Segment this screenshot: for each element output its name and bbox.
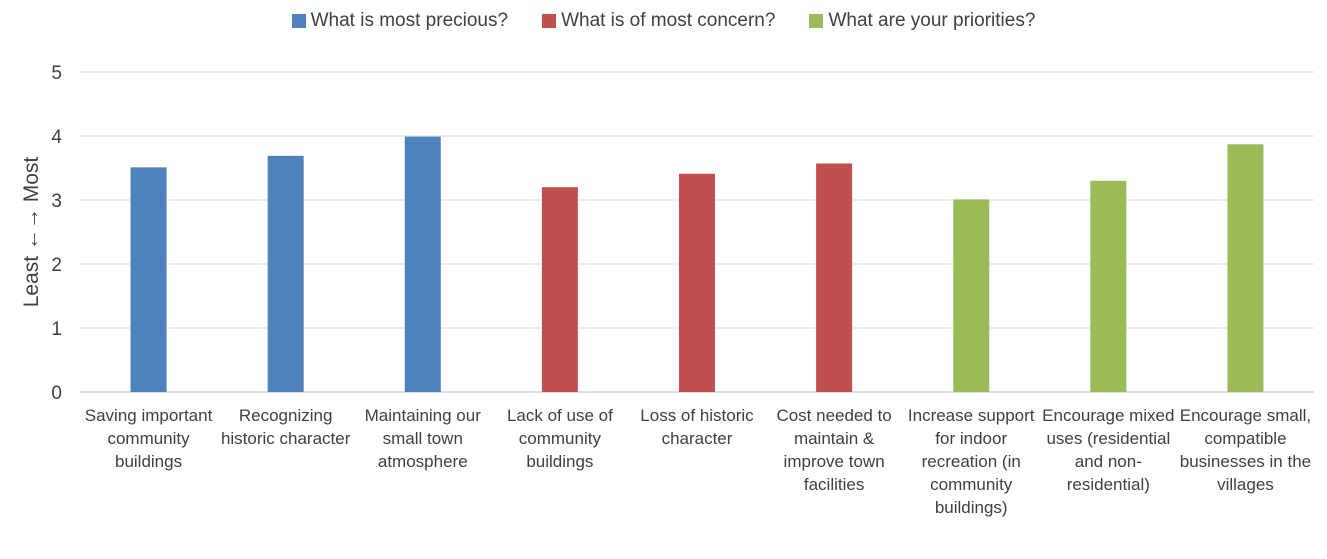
y-tick-label-1: 1 (51, 319, 62, 340)
legend-label-precious: What is most precious? (310, 10, 509, 31)
bars (130, 136, 1264, 392)
bar-5 (679, 173, 715, 392)
legend-item-concern: What is of most concern? (542, 10, 775, 32)
bar-8 (1090, 180, 1127, 392)
legend-item-precious: What is most precious? (291, 10, 509, 32)
y-tick-label-2: 2 (51, 255, 62, 276)
x-category-label-4: Lack of use of community buildings (506, 406, 613, 471)
x-category-label-7: Increase support for indoor recreation (… (907, 406, 1035, 517)
x-category-label-2: Recognizing historic character (220, 406, 351, 448)
legend-item-priorities: What are your priorities? (809, 10, 1035, 32)
y-tick-label-4: 4 (51, 127, 62, 148)
bar-1 (130, 167, 167, 392)
legend-swatch-concern (542, 14, 557, 28)
bar-9 (1227, 144, 1264, 392)
x-category-label-5: Loss of historic character (640, 406, 754, 448)
x-category-label-6: Cost needed to maintain & improve town f… (776, 406, 892, 494)
chart-legend: What is most precious? What is of most c… (0, 6, 1327, 36)
x-category-label-3: Maintaining our small town atmosphere (364, 406, 481, 471)
y-axis-label: Least ←→ Most (20, 157, 43, 308)
x-category-label-9: Encourage small, compatible businesses i… (1179, 406, 1312, 494)
legend-swatch-priorities (809, 14, 824, 28)
y-tick-label-3: 3 (51, 191, 62, 212)
bar-3 (404, 136, 441, 392)
bar-2 (267, 155, 304, 392)
legend-label-concern: What is of most concern? (561, 10, 776, 31)
bar-7 (953, 199, 990, 392)
y-axis-ticks: 0 1 2 3 4 5 (51, 63, 62, 404)
legend-label-priorities: What are your priorities? (828, 10, 1036, 31)
legend-swatch-precious (291, 14, 306, 28)
x-category-label-8: Encourage mixed uses (residential and no… (1042, 406, 1175, 494)
bar-6 (816, 163, 853, 392)
y-tick-label-5: 5 (51, 63, 62, 84)
bar-4 (541, 187, 578, 392)
y-tick-label-0: 0 (51, 383, 62, 404)
x-category-label-1: Saving important community buildings (84, 406, 213, 471)
